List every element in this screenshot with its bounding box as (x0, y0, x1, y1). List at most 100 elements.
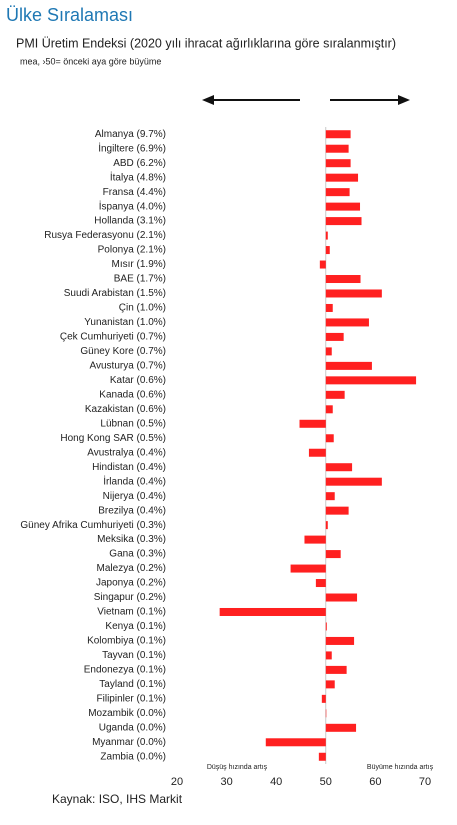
bar (326, 651, 332, 659)
bar (326, 507, 349, 515)
bar (309, 449, 326, 457)
x-tick-label: 50 (320, 776, 332, 788)
x-tick-label: 20 (171, 776, 183, 788)
bar (326, 405, 333, 413)
y-tick-label: Hollanda (3.1%) (94, 216, 166, 227)
y-tick-label: Kanada (0.6%) (99, 389, 166, 400)
bar (326, 347, 332, 355)
y-tick-label: Filipinler (0.1%) (97, 693, 166, 704)
bar (326, 318, 369, 326)
bar (326, 145, 349, 153)
bar (326, 203, 360, 211)
bar (326, 637, 354, 645)
y-tick-label: Almanya (9.7%) (95, 129, 166, 140)
bar (326, 275, 361, 283)
left-arrowhead (202, 95, 214, 105)
bar (326, 362, 372, 370)
bar (326, 492, 335, 500)
y-tick-label: Katar (0.6%) (110, 375, 166, 386)
bar (326, 159, 351, 167)
y-tick-label: Brezilya (0.4%) (98, 505, 166, 516)
bar (320, 261, 326, 269)
bar (326, 724, 356, 732)
bar (326, 666, 347, 674)
annotation: Düşüş hızında artış (207, 764, 268, 771)
annotation: Büyüme hızında artış (367, 764, 434, 771)
y-tick-label: Mozambik (0.0%) (88, 708, 166, 719)
y-tick-label: Suudi Arabistan (1.5%) (64, 288, 166, 299)
right-arrowhead (398, 95, 410, 105)
bar (326, 376, 416, 384)
x-tick-label: 60 (369, 776, 381, 788)
bar (291, 565, 326, 573)
bar (316, 579, 326, 587)
y-tick-label: İtalya (4.8%) (110, 170, 166, 183)
bar (319, 753, 326, 761)
chart-subtitle: PMI Üretim Endeksi (2020 yılı ihracat ağ… (16, 36, 396, 50)
y-tick-label: Malezya (0.2%) (97, 563, 166, 574)
y-tick-label: Meksika (0.3%) (97, 534, 166, 545)
y-tick-label: Avusturya (0.7%) (89, 361, 166, 372)
y-tick-label: Lübnan (0.5%) (100, 418, 166, 429)
y-tick-label: Mısır (1.9%) (112, 259, 166, 270)
bar (326, 333, 344, 341)
y-tick-label: Güney Afrika Cumhuriyeti (0.3%) (20, 520, 166, 531)
bar (326, 130, 351, 138)
bar (326, 304, 333, 312)
y-tick-label: Gana (0.3%) (109, 549, 166, 560)
y-tick-label: Uganda (0.0%) (99, 722, 166, 733)
bar (326, 521, 328, 529)
bar (322, 695, 326, 703)
bar (304, 536, 325, 544)
y-tick-label: ABD (6.2%) (113, 158, 166, 169)
bar (326, 463, 352, 471)
y-tick-label: Tayvan (0.1%) (102, 650, 166, 661)
x-tick-label: 30 (220, 776, 232, 788)
y-tick-label: Hong Kong SAR (0.5%) (60, 433, 166, 444)
bar (326, 391, 345, 399)
bar (326, 622, 327, 630)
source: Kaynak: ISO, IHS Markit (52, 792, 183, 806)
y-tick-label: Rusya Federasyonu (2.1%) (44, 230, 166, 241)
y-tick-label: Tayland (0.1%) (99, 679, 166, 690)
y-tick-label: Vietnam (0.1%) (97, 607, 166, 618)
y-tick-label: Avustralya (0.4%) (87, 447, 166, 458)
bar (220, 608, 326, 616)
y-tick-label: Güney Kore (0.7%) (80, 346, 166, 357)
bar (326, 188, 350, 196)
y-tick-label: BAE (1.7%) (114, 274, 166, 285)
bar (266, 738, 326, 746)
y-tick-label: Kazakistan (0.6%) (85, 404, 166, 415)
y-tick-label: Kolombiya (0.1%) (87, 636, 166, 647)
bar (326, 594, 357, 602)
y-tick-label: Nijerya (0.4%) (103, 491, 166, 502)
bar (326, 246, 330, 254)
y-tick-label: Zambia (0.0%) (100, 751, 166, 762)
y-tick-label: İspanya (4.0%) (99, 199, 166, 212)
arrows (202, 95, 410, 105)
chart-title: Ülke Sıralaması (6, 5, 133, 25)
bar (326, 478, 382, 486)
y-tick-label: Myanmar (0.0%) (92, 737, 166, 748)
y-tick-label: Japonya (0.2%) (96, 578, 166, 589)
y-tick-label: Polonya (2.1%) (98, 245, 166, 256)
bar (326, 289, 382, 297)
bar (326, 550, 341, 558)
y-tick-label: Singapur (0.2%) (94, 592, 166, 603)
y-tick-label: Fransa (4.4%) (103, 187, 166, 198)
bar (326, 232, 328, 240)
y-tick-label: Kenya (0.1%) (105, 621, 166, 632)
y-tick-label: Çin (1.0%) (119, 303, 166, 314)
x-tick-label: 40 (270, 776, 282, 788)
y-tick-label: Yunanistan (1.0%) (84, 317, 166, 328)
y-tick-label: Hindistan (0.4%) (92, 462, 166, 473)
y-tick-label: Çek Cumhuriyeti (0.7%) (60, 332, 166, 343)
bar (326, 434, 334, 442)
bar (326, 217, 362, 225)
bar (326, 174, 358, 182)
x-tick-label: 70 (419, 776, 431, 788)
bar (326, 680, 335, 688)
y-tick-label: Endonezya (0.1%) (84, 665, 166, 676)
y-tick-label: İrlanda (0.4%) (103, 474, 166, 487)
